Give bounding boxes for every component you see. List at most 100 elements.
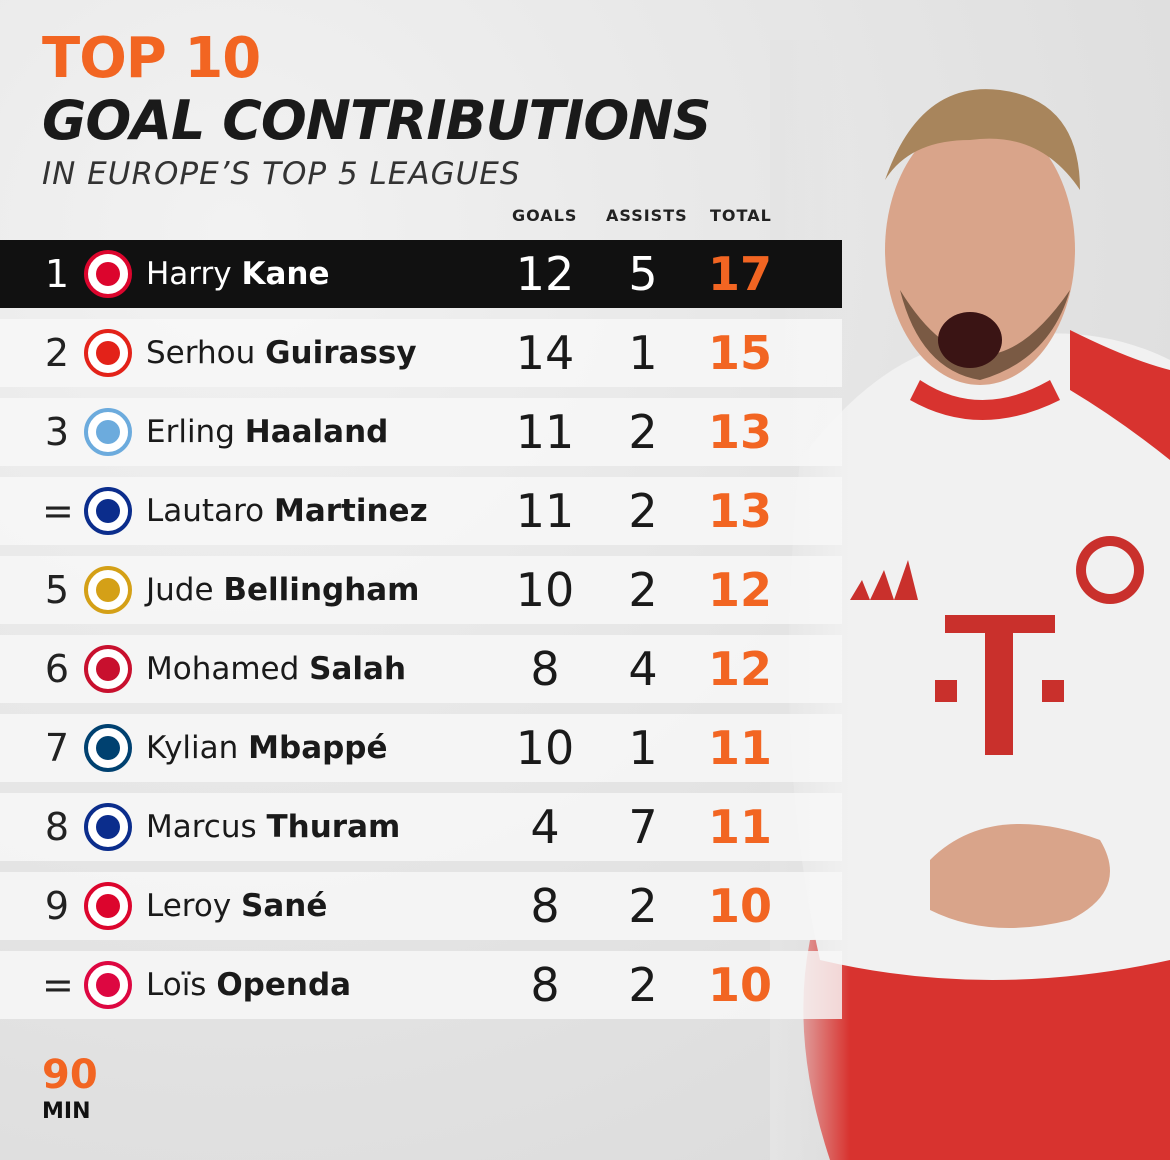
- player-first-name: Serhou: [146, 335, 256, 371]
- player-last-name: Haaland: [244, 414, 389, 450]
- column-header-total: TOTAL: [710, 206, 772, 225]
- table-row: 9 Leroy Sané 8 2 10: [0, 872, 842, 940]
- table-row: 8 Marcus Thuram 4 7 11: [0, 793, 842, 861]
- player-first-name: Kylian: [146, 730, 239, 766]
- assists-value: 5: [628, 247, 658, 301]
- goals-value: 8: [530, 879, 560, 933]
- player-last-name: Guirassy: [265, 335, 417, 371]
- goals-value: 4: [530, 800, 560, 854]
- man-city-badge: [84, 408, 132, 456]
- bayern-badge: [84, 882, 132, 930]
- total-value: 10: [707, 958, 772, 1012]
- player-name: Kylian Mbappé: [146, 714, 388, 782]
- player-last-name: Salah: [309, 651, 407, 687]
- total-value: 15: [707, 326, 772, 380]
- table-row: = Loïs Openda 8 2 10: [0, 951, 842, 1019]
- total-value: 12: [707, 642, 772, 696]
- player-first-name: Harry: [146, 256, 232, 292]
- player-name: Erling Haaland: [146, 398, 388, 466]
- assists-value: 2: [628, 958, 658, 1012]
- assists-value: 1: [628, 326, 658, 380]
- total-value: 12: [707, 563, 772, 617]
- leipzig-badge: [84, 961, 132, 1009]
- rank: =: [42, 489, 74, 533]
- column-header-assists: ASSISTS: [606, 206, 688, 225]
- player-first-name: Jude: [146, 572, 214, 608]
- rank: 7: [44, 726, 70, 770]
- table-row: 2 Serhou Guirassy 14 1 15: [0, 319, 842, 387]
- player-last-name: Bellingham: [223, 572, 420, 608]
- player-first-name: Erling: [146, 414, 235, 450]
- goals-value: 8: [530, 642, 560, 696]
- player-last-name: Kane: [241, 256, 330, 292]
- player-name: Lautaro Martinez: [146, 477, 428, 545]
- assists-value: 2: [628, 484, 658, 538]
- goals-value: 11: [515, 405, 575, 459]
- inter-badge: [84, 487, 132, 535]
- svg-text:90: 90: [42, 1052, 98, 1098]
- assists-value: 2: [628, 879, 658, 933]
- subtitle: IN EUROPE’S TOP 5 LEAGUES: [42, 156, 521, 192]
- player-first-name: Lautaro: [146, 493, 265, 529]
- rankings-table: 1 Harry Kane 12 5 17 2 Serhou Guirassy 1…: [0, 240, 842, 1030]
- rank: 6: [44, 647, 70, 691]
- player-first-name: Marcus: [146, 809, 257, 845]
- player-photo: [770, 40, 1170, 1160]
- player-first-name: Leroy: [146, 888, 232, 924]
- total-value: 13: [707, 405, 772, 459]
- rank: 9: [44, 884, 70, 928]
- total-value: 10: [707, 879, 772, 933]
- player-name: Mohamed Salah: [146, 635, 406, 703]
- stuttgart-badge: [84, 329, 132, 377]
- real-madrid-badge: [84, 566, 132, 614]
- total-value: 11: [707, 721, 772, 775]
- rank: =: [42, 963, 74, 1007]
- assists-value: 2: [628, 563, 658, 617]
- inter-badge: [84, 803, 132, 851]
- 90min-logo: 90 MIN: [42, 1052, 98, 1124]
- rank: 2: [44, 331, 70, 375]
- table-row: 1 Harry Kane 12 5 17: [0, 240, 842, 308]
- player-last-name: Sané: [241, 888, 328, 924]
- goals-value: 10: [515, 563, 575, 617]
- player-name: Marcus Thuram: [146, 793, 400, 861]
- player-first-name: Loïs: [146, 967, 207, 1003]
- player-last-name: Openda: [216, 967, 352, 1003]
- liverpool-badge: [84, 645, 132, 693]
- goals-value: 12: [515, 247, 575, 301]
- psg-badge: [84, 724, 132, 772]
- table-row: 7 Kylian Mbappé 10 1 11: [0, 714, 842, 782]
- player-last-name: Thuram: [266, 809, 401, 845]
- title-line-1: TOP 10: [42, 26, 261, 91]
- goals-value: 8: [530, 958, 560, 1012]
- player-name: Leroy Sané: [146, 872, 327, 940]
- header: TOP 10 GOAL CONTRIBUTIONS IN EUROPE’S TO…: [42, 26, 711, 194]
- player-first-name: Mohamed: [146, 651, 300, 687]
- player-name: Harry Kane: [146, 240, 330, 308]
- assists-value: 2: [628, 405, 658, 459]
- goals-value: 10: [515, 721, 575, 775]
- rank: 8: [44, 805, 70, 849]
- table-row: 5 Jude Bellingham 10 2 12: [0, 556, 842, 624]
- total-value: 13: [707, 484, 772, 538]
- assists-value: 7: [628, 800, 658, 854]
- table-row: 3 Erling Haaland 11 2 13: [0, 398, 842, 466]
- rank: 5: [44, 568, 70, 612]
- bayern-badge: [84, 250, 132, 298]
- player-name: Loïs Openda: [146, 951, 351, 1019]
- player-last-name: Martinez: [273, 493, 428, 529]
- goals-value: 11: [515, 484, 575, 538]
- player-last-name: Mbappé: [248, 730, 388, 766]
- rank: 1: [44, 252, 70, 296]
- total-value: 17: [707, 247, 772, 301]
- total-value: 11: [707, 800, 772, 854]
- column-header-goals: GOALS: [512, 206, 578, 225]
- rank: 3: [44, 410, 70, 454]
- title-line-2: GOAL CONTRIBUTIONS: [42, 89, 711, 152]
- player-name: Jude Bellingham: [146, 556, 420, 624]
- assists-value: 4: [628, 642, 658, 696]
- table-row: = Lautaro Martinez 11 2 13: [0, 477, 842, 545]
- table-row: 6 Mohamed Salah 8 4 12: [0, 635, 842, 703]
- player-name: Serhou Guirassy: [146, 319, 417, 387]
- assists-value: 1: [628, 721, 658, 775]
